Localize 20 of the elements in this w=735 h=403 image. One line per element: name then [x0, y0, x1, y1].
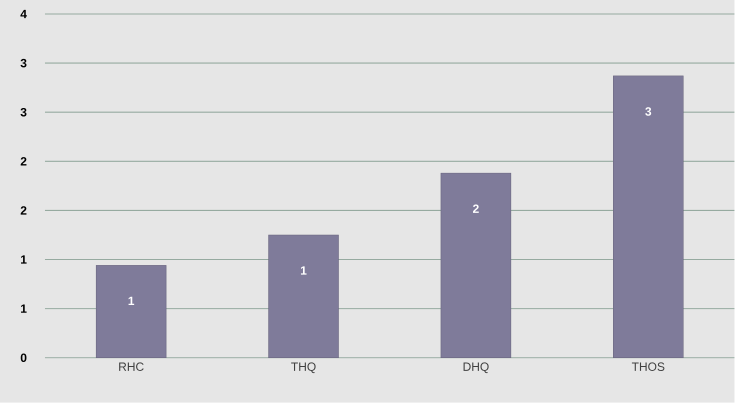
data-label: 2	[472, 204, 479, 213]
bar	[268, 234, 339, 358]
y-tick-label: 1	[21, 256, 27, 264]
y-tick-label: 2	[20, 157, 26, 166]
x-tick-label: THOS	[632, 362, 664, 372]
bar	[440, 172, 512, 358]
bar	[96, 265, 166, 358]
x-tick-label: THQ	[291, 362, 316, 374]
data-label: 1	[128, 296, 134, 306]
y-tick-label: 3	[20, 58, 26, 68]
data-label: 3	[645, 107, 652, 116]
x-tick-label: DHQ	[464, 362, 489, 374]
x-tick-label: RHC	[119, 362, 144, 372]
bar	[613, 76, 684, 358]
y-tick-label: 4	[20, 10, 27, 18]
y-tick-label: 2	[20, 206, 26, 215]
y-tick-label: 3	[20, 108, 26, 117]
y-tick-label: 1	[21, 304, 27, 313]
y-tick-label: 0	[20, 354, 26, 362]
data-label: 1	[300, 266, 307, 275]
